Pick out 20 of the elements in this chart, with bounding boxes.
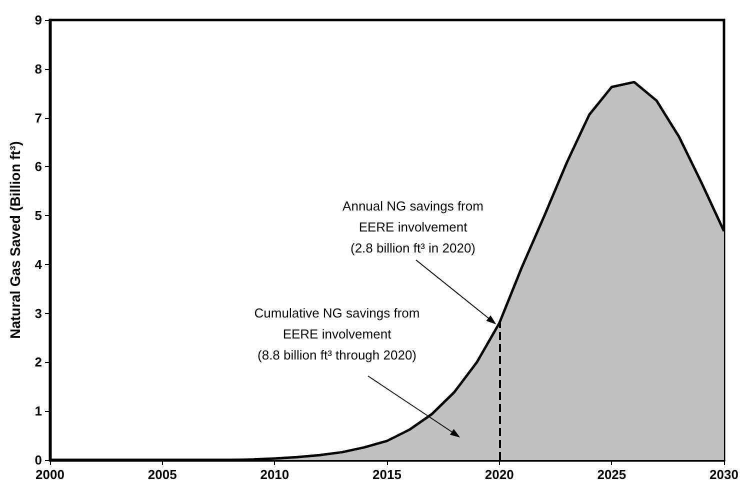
y-tick-label: 8 bbox=[34, 61, 42, 76]
x-tick-label: 2020 bbox=[484, 467, 514, 482]
x-tick-label: 2030 bbox=[710, 467, 738, 482]
y-tick-label: 1 bbox=[34, 404, 42, 419]
x-tick-label: 2010 bbox=[260, 467, 290, 482]
y-tick-label: 2 bbox=[34, 354, 42, 370]
y-tick-label: 5 bbox=[34, 208, 42, 224]
y-tick-label: 7 bbox=[34, 110, 42, 126]
y-axis-title: Natural Gas Saved (Billion ft³) bbox=[7, 141, 23, 339]
x-tick-label: 2005 bbox=[148, 467, 177, 482]
y-tick-label: 3 bbox=[34, 306, 42, 321]
annotation: Cumulative NG savings from EERE involvement (8.8 billion ft³ through 2020) bbox=[254, 306, 420, 362]
annotation: Annual NG savings from EERE involvement (2.8 billion ft³ in 2020) bbox=[342, 198, 484, 256]
y-tick-label: 6 bbox=[34, 159, 42, 174]
x-tick-label: 2025 bbox=[597, 467, 626, 482]
y-tick-label: 0 bbox=[34, 452, 42, 468]
y-tick-label: 4 bbox=[34, 256, 43, 272]
x-tick-label: 2015 bbox=[372, 467, 402, 482]
y-tick-label: 9 bbox=[34, 12, 42, 28]
x-tick-label: 2000 bbox=[36, 467, 64, 482]
